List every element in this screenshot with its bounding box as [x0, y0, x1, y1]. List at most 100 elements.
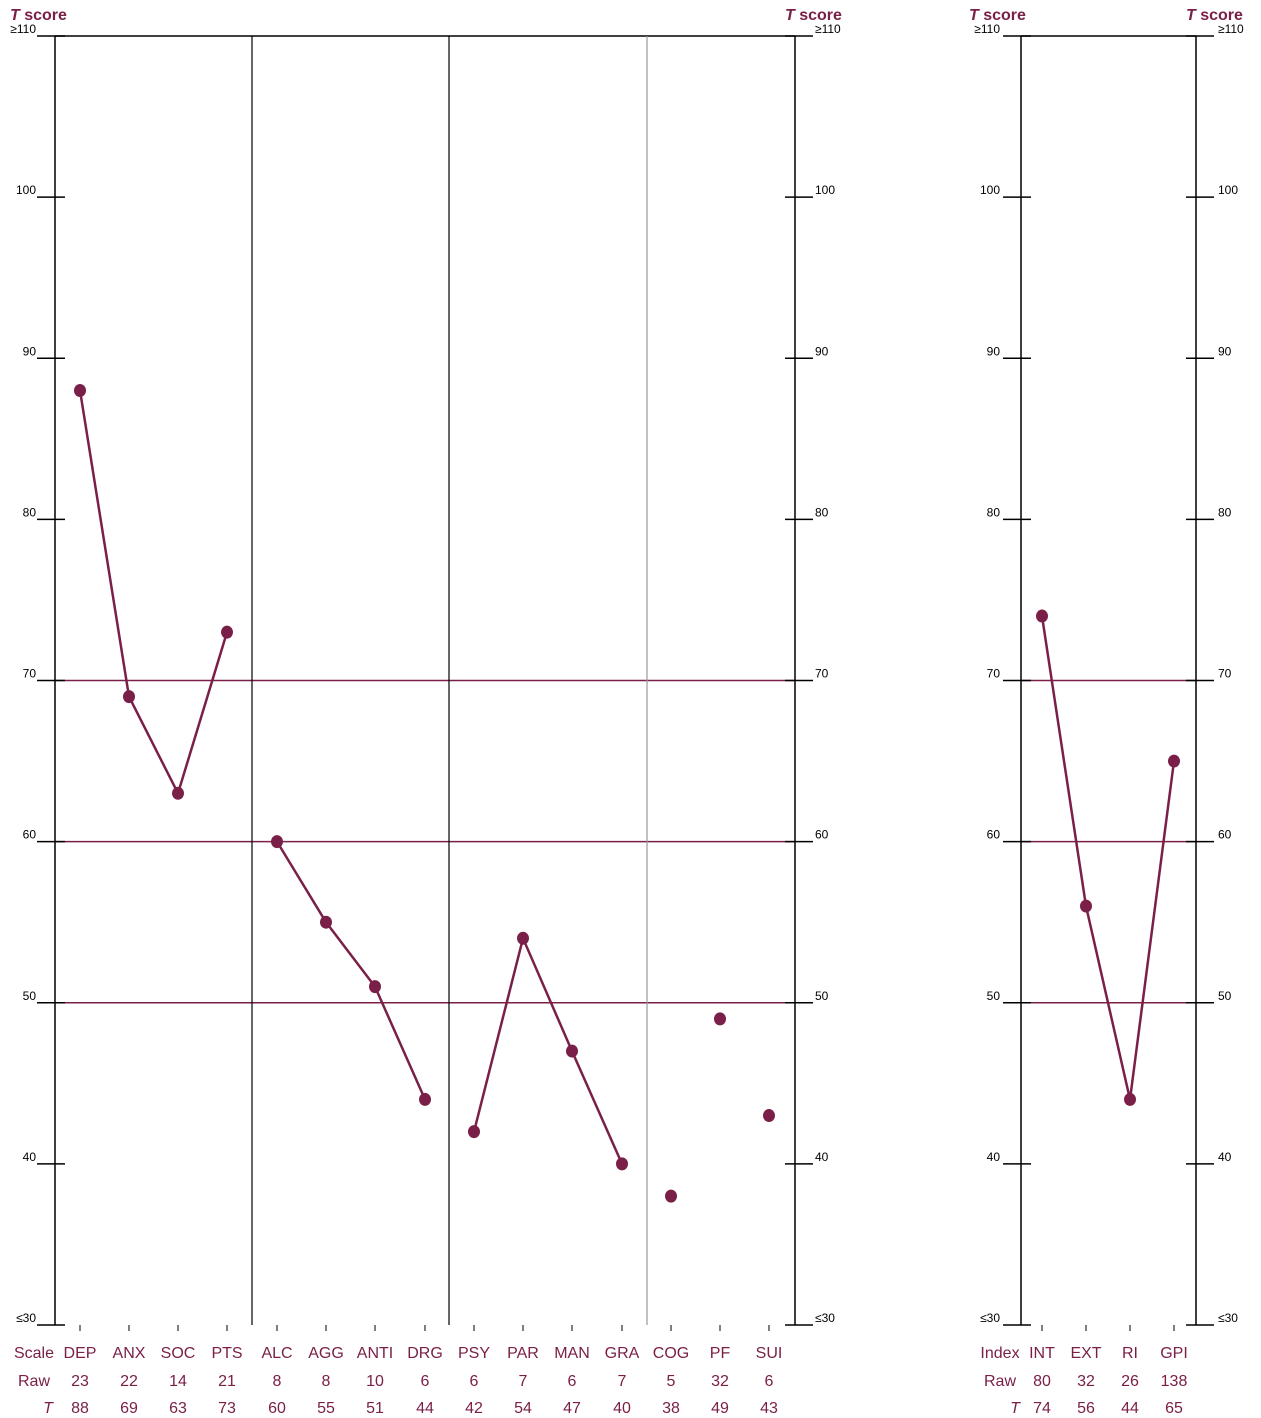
category-label: ALC [261, 1345, 292, 1362]
y-tick-label-right: 80 [815, 505, 829, 519]
y-tick-label-right: 50 [1218, 989, 1232, 1003]
category-label: AGG [308, 1345, 344, 1362]
right-axis-title: T score [785, 7, 842, 24]
category-label: DEP [64, 1345, 97, 1362]
point-ext [1080, 899, 1092, 913]
category-label: GPI [1160, 1345, 1188, 1362]
row-label-scale: Scale [14, 1345, 54, 1362]
raw-score: 7 [618, 1373, 627, 1390]
y-tick-label-right: 40 [815, 1150, 829, 1164]
t-score: 38 [662, 1400, 680, 1417]
y-tick-label-left: ≤30 [980, 1311, 1000, 1325]
category-label: PAR [507, 1345, 539, 1362]
t-score: 60 [268, 1400, 286, 1417]
point-ri [1124, 1092, 1136, 1106]
raw-score: 6 [765, 1373, 774, 1390]
t-score: 55 [317, 1400, 335, 1417]
t-score: 44 [416, 1400, 434, 1417]
y-tick-label-right: 40 [1218, 1150, 1232, 1164]
t-score: 44 [1121, 1400, 1139, 1417]
point-drg [419, 1092, 431, 1106]
y-tick-label-right: 90 [1218, 344, 1232, 358]
t-score: 56 [1077, 1400, 1095, 1417]
row-label-scale: Index [980, 1345, 1019, 1362]
y-tick-label-left: 50 [23, 989, 37, 1003]
raw-score: 10 [366, 1373, 384, 1390]
category-label: COG [653, 1345, 689, 1362]
point-man [566, 1044, 578, 1058]
index-scales-panel: ≤30 ≤30 40 40 50 50 60 60 70 70 80 80 90 90 100 100 ≥110… [974, 22, 1244, 1417]
y-tick-label-left: 60 [23, 828, 37, 842]
series-line [1040, 615, 1176, 1100]
y-tick-label-left: 90 [23, 344, 37, 358]
y-tick-label-left: 100 [16, 183, 36, 197]
category-label: ANTI [357, 1345, 393, 1362]
y-tick-label-left: 70 [23, 667, 37, 681]
point-anti [369, 980, 381, 994]
t-score: 74 [1033, 1400, 1051, 1417]
raw-score: 7 [519, 1373, 528, 1390]
y-tick-label-right: ≤30 [1218, 1311, 1238, 1325]
row-label-t: T [1010, 1400, 1021, 1417]
raw-score: 138 [1161, 1373, 1188, 1390]
raw-score: 21 [218, 1373, 236, 1390]
y-tick-label-left: 80 [23, 505, 37, 519]
point-cog [665, 1189, 677, 1203]
y-tick-label-right: ≤30 [815, 1311, 835, 1325]
category-label: ANX [113, 1345, 146, 1362]
index-left-axis-title: T score [969, 7, 1026, 24]
row-label-raw: Raw [18, 1373, 50, 1390]
raw-score: 6 [421, 1373, 430, 1390]
category-label: GRA [605, 1345, 640, 1362]
category-label: DRG [407, 1345, 443, 1362]
t-score: 42 [465, 1400, 483, 1417]
category-label: SOC [161, 1345, 196, 1362]
point-alc [271, 835, 283, 849]
y-tick-label-left: 50 [987, 989, 1001, 1003]
series-line [275, 840, 427, 1100]
y-tick-label-left: 70 [987, 667, 1001, 681]
y-tick-label-right: 50 [815, 989, 829, 1003]
t-score: 63 [169, 1400, 187, 1417]
point-par [517, 931, 529, 945]
raw-score: 32 [1077, 1373, 1095, 1390]
y-tick-label-left: 80 [987, 505, 1001, 519]
series-line [78, 390, 229, 797]
y-tick-label-right: ≥110 [1218, 22, 1244, 36]
point-dep [74, 383, 86, 397]
category-label: MAN [554, 1345, 590, 1362]
y-tick-label-left: 90 [987, 344, 1001, 358]
t-score: 73 [218, 1400, 236, 1417]
index-right-axis-title: T score [1186, 7, 1243, 24]
y-tick-label-right: ≥110 [815, 22, 841, 36]
raw-score: 26 [1121, 1373, 1139, 1390]
t-score: 47 [563, 1400, 581, 1417]
y-tick-label-right: 100 [1218, 183, 1238, 197]
category-label: PF [710, 1345, 731, 1362]
row-label-t: T [43, 1400, 54, 1417]
t-score: 49 [711, 1400, 729, 1417]
raw-score: 80 [1033, 1373, 1051, 1390]
t-score: 65 [1165, 1400, 1183, 1417]
point-gra [616, 1157, 628, 1171]
t-score: 43 [760, 1400, 778, 1417]
point-agg [320, 915, 332, 929]
y-tick-label-left: 100 [980, 183, 1000, 197]
category-label: INT [1029, 1345, 1055, 1362]
point-pf [714, 1012, 726, 1026]
raw-score: 8 [273, 1373, 282, 1390]
raw-score: 32 [711, 1373, 729, 1390]
y-tick-label-left: 40 [987, 1150, 1001, 1164]
y-tick-label-left: ≥110 [10, 22, 36, 36]
point-soc [172, 786, 184, 800]
row-label-raw: Raw [984, 1373, 1016, 1390]
category-label: EXT [1070, 1345, 1101, 1362]
t-score: 69 [120, 1400, 138, 1417]
category-label: PSY [458, 1345, 490, 1362]
y-tick-label-right: 90 [815, 344, 829, 358]
point-int [1036, 609, 1048, 623]
y-tick-label-right: 70 [815, 667, 829, 681]
raw-score: 5 [667, 1373, 676, 1390]
y-tick-label-right: 70 [1218, 667, 1232, 681]
